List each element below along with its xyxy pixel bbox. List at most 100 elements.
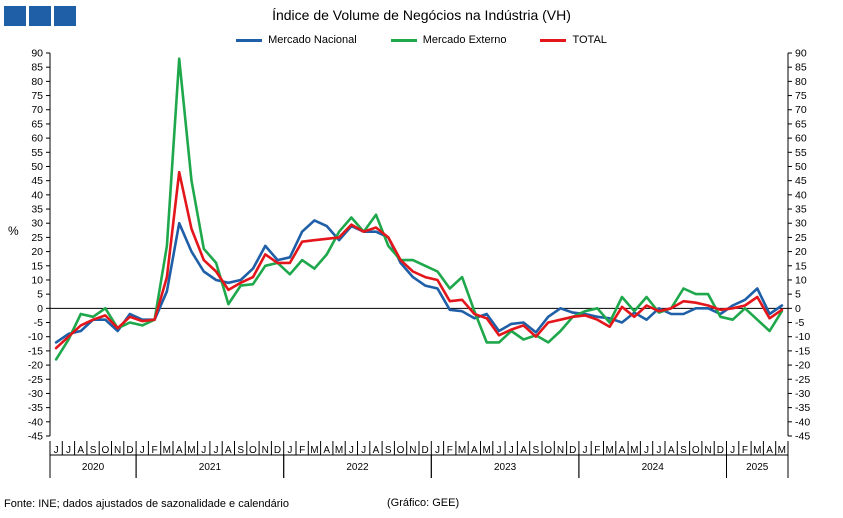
y-tick-label-right: 15 bbox=[795, 260, 807, 272]
y-tick-label-left: 15 bbox=[31, 260, 43, 272]
x-tick-label-month: M bbox=[778, 445, 786, 456]
y-tick-label-left: 5 bbox=[37, 289, 43, 301]
x-tick-label-month: D bbox=[717, 445, 724, 456]
y-tick-label-left: 75 bbox=[31, 90, 43, 102]
legend-swatch bbox=[236, 38, 263, 42]
x-tick-label-month: J bbox=[349, 445, 354, 456]
x-tick-label-year: 2022 bbox=[346, 462, 369, 473]
legend-item-mercado-externo: Mercado Externo bbox=[390, 34, 506, 46]
x-tick-label-month: S bbox=[90, 445, 97, 456]
y-tick-label-right: 10 bbox=[795, 274, 807, 286]
x-tick-label-month: J bbox=[583, 445, 588, 456]
y-tick-label-left: -10 bbox=[28, 331, 43, 343]
y-tick-label-right: -5 bbox=[795, 317, 804, 329]
x-tick-label-month: A bbox=[471, 445, 478, 456]
y-tick-label-right: 0 bbox=[795, 303, 801, 315]
y-tick-label-left: 25 bbox=[31, 232, 43, 244]
x-tick-label-month: D bbox=[422, 445, 429, 456]
y-tick-label-left: 0 bbox=[37, 303, 43, 315]
chart-credit: (Gráfico: GEE) bbox=[387, 497, 460, 509]
y-tick-label-left: 10 bbox=[31, 274, 43, 286]
x-tick-label-month: N bbox=[262, 445, 269, 456]
x-tick-label-year: 2023 bbox=[494, 462, 517, 473]
x-tick-label-month: N bbox=[114, 445, 121, 456]
x-tick-label-month: M bbox=[630, 445, 638, 456]
x-tick-label-month: M bbox=[335, 445, 343, 456]
x-tick-label-month: D bbox=[569, 445, 576, 456]
x-tick-label-month: A bbox=[668, 445, 675, 456]
y-tick-label-right: -10 bbox=[795, 331, 810, 343]
x-tick-label-month: M bbox=[310, 445, 318, 456]
y-tick-label-left: -40 bbox=[28, 416, 43, 428]
y-tick-label-right: -15 bbox=[795, 345, 810, 357]
x-tick-label-month: S bbox=[237, 445, 244, 456]
x-tick-label-month: J bbox=[214, 445, 219, 456]
y-tick-label-left: 85 bbox=[31, 62, 43, 74]
y-tick-label-left: -30 bbox=[28, 388, 43, 400]
x-tick-label-month: J bbox=[509, 445, 514, 456]
legend-swatch bbox=[540, 38, 567, 42]
y-tick-label-left: 50 bbox=[31, 161, 43, 173]
y-tick-label-right: 85 bbox=[795, 62, 807, 74]
y-tick-label-right: 25 bbox=[795, 232, 807, 244]
x-tick-label-month: N bbox=[557, 445, 564, 456]
series-line-1 bbox=[54, 219, 784, 344]
y-tick-label-left: -20 bbox=[28, 360, 43, 372]
chart-title: Índice de Volume de Negócios na Indústri… bbox=[272, 7, 571, 23]
logo-block bbox=[29, 6, 51, 26]
y-tick-label-left: -35 bbox=[28, 402, 43, 414]
x-tick-label-month: S bbox=[680, 445, 687, 456]
x-tick-label-month: F bbox=[742, 445, 748, 456]
x-tick-label-month: J bbox=[361, 445, 366, 456]
x-tick-label-year: 2021 bbox=[199, 462, 222, 473]
x-tick-label-month: O bbox=[101, 445, 109, 456]
x-tick-label-month: M bbox=[753, 445, 761, 456]
x-tick-label-month: F bbox=[299, 445, 305, 456]
x-tick-label-month: J bbox=[54, 445, 59, 456]
y-tick-label-right: 80 bbox=[795, 76, 807, 88]
y-tick-label-left: 40 bbox=[31, 189, 43, 201]
y-tick-label-right: 30 bbox=[795, 218, 807, 230]
x-tick-label-month: A bbox=[619, 445, 626, 456]
y-tick-label-left: 60 bbox=[31, 133, 43, 145]
chart-legend: Mercado Nacional Mercado Externo TOTAL bbox=[0, 34, 843, 46]
x-tick-label-month: A bbox=[520, 445, 527, 456]
legend-label: Mercado Nacional bbox=[268, 34, 357, 46]
x-tick-label-month: M bbox=[187, 445, 195, 456]
x-tick-label-month: J bbox=[287, 445, 292, 456]
x-tick-label-month: J bbox=[140, 445, 145, 456]
y-tick-label-right: 35 bbox=[795, 204, 807, 216]
y-tick-label-right: 70 bbox=[795, 104, 807, 116]
y-tick-label-right: 75 bbox=[795, 90, 807, 102]
y-tick-label-right: 20 bbox=[795, 246, 807, 258]
y-tick-label-right: -35 bbox=[795, 402, 810, 414]
x-tick-label-month: A bbox=[323, 445, 330, 456]
x-tick-label-month: O bbox=[249, 445, 257, 456]
y-tick-label-left: -15 bbox=[28, 345, 43, 357]
x-tick-label-month: D bbox=[126, 445, 133, 456]
x-tick-label-month: J bbox=[66, 445, 71, 456]
y-tick-label-left: 55 bbox=[31, 147, 43, 159]
legend-label: TOTAL bbox=[572, 34, 607, 46]
x-tick-label-month: A bbox=[766, 445, 773, 456]
logo-block bbox=[54, 6, 76, 26]
x-tick-label-month: J bbox=[435, 445, 440, 456]
y-tick-label-left: -25 bbox=[28, 374, 43, 386]
y-tick-label-right: -40 bbox=[795, 416, 810, 428]
x-tick-label-year: 2025 bbox=[746, 462, 769, 473]
y-tick-label-left: 80 bbox=[31, 76, 43, 88]
y-tick-label-left: 90 bbox=[31, 48, 43, 60]
y-tick-label-left: 70 bbox=[31, 104, 43, 116]
x-tick-label-month: M bbox=[458, 445, 466, 456]
y-axis-label: % bbox=[8, 224, 19, 238]
x-tick-label-month: J bbox=[656, 445, 661, 456]
x-tick-label-month: F bbox=[151, 445, 157, 456]
legend-swatch bbox=[390, 38, 417, 42]
y-tick-label-right: 65 bbox=[795, 118, 807, 130]
legend-item-mercado-nacional: Mercado Nacional bbox=[236, 34, 357, 46]
y-tick-label-right: 40 bbox=[795, 189, 807, 201]
y-tick-label-right: 50 bbox=[795, 161, 807, 173]
y-tick-label-left: 45 bbox=[31, 175, 43, 187]
x-tick-label-year: 2024 bbox=[642, 462, 665, 473]
x-tick-label-month: J bbox=[730, 445, 735, 456]
